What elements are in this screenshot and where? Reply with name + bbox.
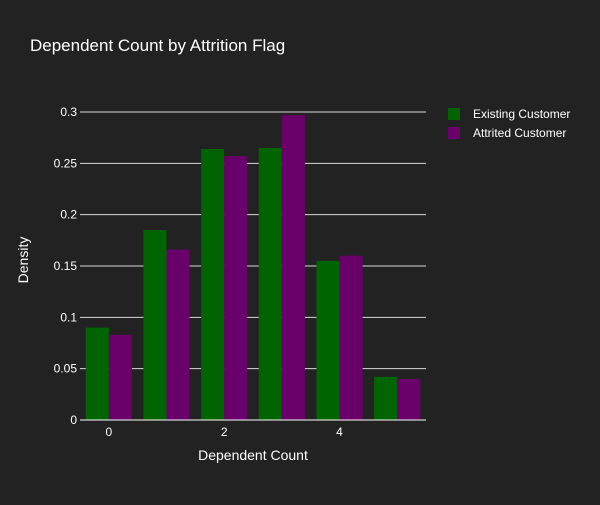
bars	[85, 115, 421, 420]
x-tick-label: 4	[336, 425, 343, 439]
bar-existing-4[interactable]	[316, 260, 340, 420]
x-tick-labels: 0 2 4	[105, 425, 343, 439]
x-axis-title: Dependent Count	[198, 447, 308, 463]
y-tick-label: 0.25	[54, 156, 78, 170]
bar-existing-3[interactable]	[258, 147, 282, 420]
legend-swatch	[448, 108, 460, 120]
y-tick-label: 0.05	[54, 362, 78, 376]
gridlines	[80, 111, 426, 370]
y-tick-label: 0.3	[60, 105, 77, 119]
y-tick-labels: 0 0.05 0.1 0.15 0.2 0.25 0.3	[54, 105, 78, 427]
bar-attrited-4[interactable]	[339, 255, 363, 420]
y-tick-label: 0.2	[60, 208, 77, 222]
bar-existing-5[interactable]	[374, 376, 398, 420]
bar-attrited-1[interactable]	[166, 249, 190, 420]
bar-attrited-5[interactable]	[397, 378, 421, 420]
bar-existing-0[interactable]	[85, 327, 109, 420]
bar-existing-1[interactable]	[143, 230, 167, 420]
y-tick-label: 0.1	[60, 310, 77, 324]
legend-label: Existing Customer	[473, 107, 570, 121]
y-axis-title: Density	[15, 237, 31, 284]
legend-label: Attrited Customer	[473, 126, 566, 140]
legend-item[interactable]: Existing Customer	[448, 107, 570, 121]
bar-existing-2[interactable]	[201, 148, 225, 420]
y-tick-label: 0	[70, 413, 77, 427]
bar-attrited-2[interactable]	[224, 156, 248, 420]
chart-title: Dependent Count by Attrition Flag	[30, 36, 285, 55]
x-tick-label: 2	[221, 425, 228, 439]
legend-item[interactable]: Attrited Customer	[448, 126, 566, 140]
bar-attrited-0[interactable]	[108, 334, 132, 420]
y-tick-label: 0.15	[54, 259, 78, 273]
legend[interactable]: Existing Customer Attrited Customer	[448, 107, 570, 140]
legend-swatch	[448, 127, 460, 139]
bar-attrited-3[interactable]	[281, 115, 305, 420]
x-tick-label: 0	[105, 425, 112, 439]
